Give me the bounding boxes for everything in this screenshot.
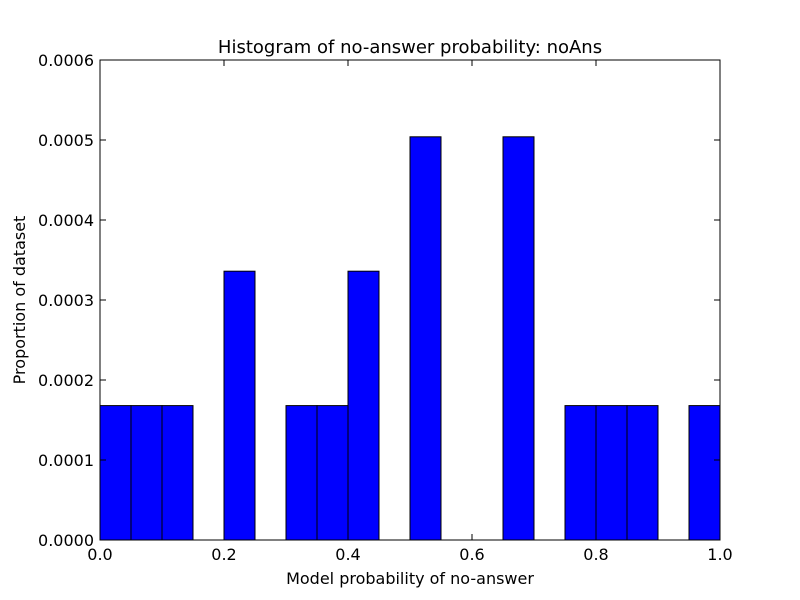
histogram-bar — [285, 405, 318, 541]
histogram-bar — [99, 405, 132, 541]
y-tick-label: 0.0000 — [38, 531, 94, 550]
histogram-bar — [626, 405, 659, 541]
histogram-bar — [130, 405, 163, 541]
y-tick-label: 0.0006 — [38, 51, 94, 70]
y-axis-label: Proportion of dataset — [10, 216, 29, 385]
histogram-bar — [347, 270, 380, 541]
y-tick-label: 0.0003 — [38, 291, 94, 310]
histogram-bar — [564, 405, 597, 541]
y-tick-label: 0.0005 — [38, 131, 94, 150]
y-axis: 0.0000 0.0001 0.0002 0.0003 0.0004 0.0005 0.00… — [38, 51, 720, 550]
x-tick-label: 0.6 — [459, 545, 484, 564]
x-tick-label: 1.0 — [707, 545, 732, 564]
histogram-bar — [316, 405, 349, 541]
bars-group — [99, 136, 721, 541]
x-tick-label: 0.4 — [335, 545, 360, 564]
y-tick-label: 0.0001 — [38, 451, 94, 470]
histogram-bar — [409, 136, 442, 541]
histogram-bar — [161, 405, 194, 541]
chart-title: Histogram of no-answer probability: noAn… — [218, 37, 602, 58]
x-tick-label: 0.2 — [211, 545, 236, 564]
histogram-bar — [502, 136, 535, 541]
histogram-bar — [688, 405, 721, 541]
histogram-bar — [595, 405, 628, 541]
x-axis: 0.0 0.2 0.4 0.6 0.8 1.0 — [87, 60, 733, 564]
x-axis-label: Model probability of no-answer — [286, 569, 534, 588]
x-tick-label: 0.8 — [583, 545, 608, 564]
histogram-bar — [223, 270, 256, 541]
y-tick-label: 0.0004 — [38, 211, 94, 230]
x-tick-label: 0.0 — [87, 545, 112, 564]
y-tick-label: 0.0002 — [38, 371, 94, 390]
